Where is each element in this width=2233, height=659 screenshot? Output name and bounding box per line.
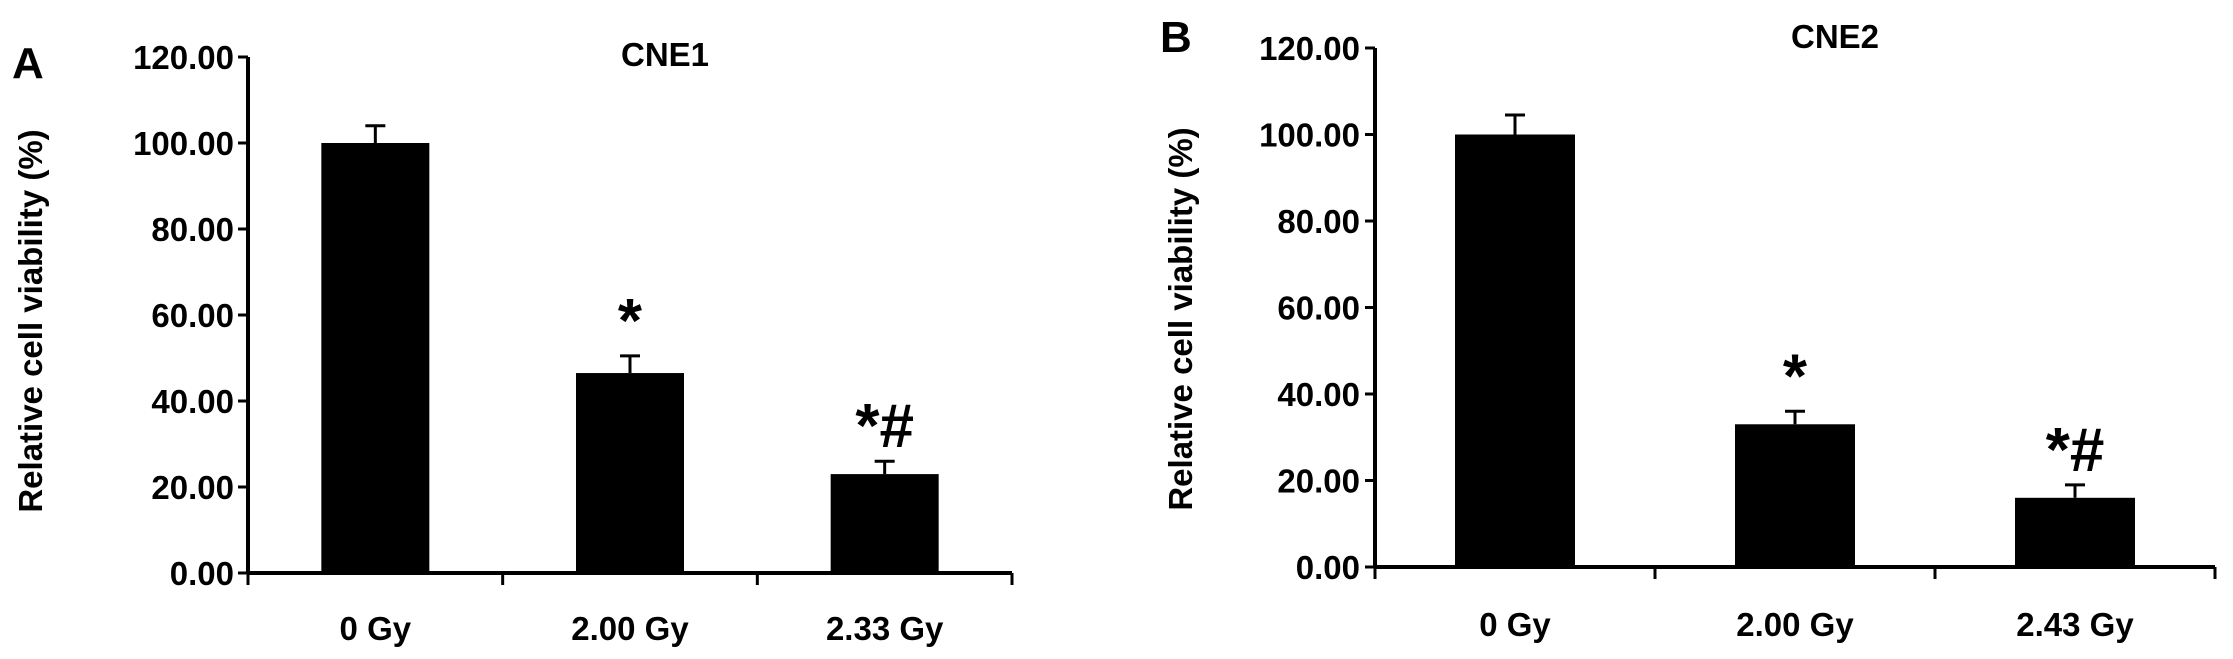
- y-tick-label: 120.00: [133, 39, 234, 76]
- y-tick-label: 0.00: [1296, 549, 1360, 586]
- panel-letter-a: A: [12, 39, 44, 88]
- y-tick-label: 100.00: [1259, 117, 1360, 154]
- chart-title-cne1: CNE1: [621, 36, 709, 73]
- y-tick-label: 20.00: [1277, 463, 1360, 500]
- significance-marker: *: [618, 287, 643, 356]
- y-tick-label: 80.00: [151, 211, 234, 248]
- bar: [576, 373, 684, 573]
- y-tick-label: 100.00: [133, 125, 234, 162]
- significance-marker: *#: [2046, 416, 2105, 485]
- x-tick-label: 2.43 Gy: [2016, 606, 2134, 643]
- y-axis-label-b: Relative cell viability (%): [1162, 127, 1199, 510]
- bar: [830, 474, 939, 573]
- y-tick-label: 120.00: [1259, 30, 1360, 67]
- chart-title-cne2: CNE2: [1791, 18, 1879, 55]
- bar: [1455, 134, 1575, 567]
- bar: [2015, 497, 2135, 567]
- x-tick-label: 2.33 Gy: [826, 610, 944, 647]
- x-tick-label: 2.00 Gy: [1736, 606, 1854, 643]
- y-tick-label: 40.00: [1277, 376, 1360, 413]
- bar: [321, 143, 430, 573]
- y-tick-label: 60.00: [151, 297, 234, 334]
- panel-a: A CNE1 Relative cell viability (%) 0.00 2…: [12, 36, 1014, 647]
- x-tick-label: 0 Gy: [340, 610, 412, 647]
- y-tick-label: 80.00: [1277, 203, 1360, 240]
- panel-b: B CNE2 Relative cell viability (%) 0.00 2…: [1160, 13, 2217, 643]
- y-tick-label: 60.00: [1277, 290, 1360, 327]
- panel-letter-b: B: [1160, 13, 1192, 62]
- x-tick-label: 2.00 Gy: [571, 610, 689, 647]
- x-tick-label: 0 Gy: [1479, 606, 1551, 643]
- significance-marker: *#: [855, 392, 914, 461]
- y-tick-label: 0.00: [170, 555, 234, 592]
- y-tick-label: 40.00: [151, 383, 234, 420]
- y-axis-label-a: Relative cell viability (%): [12, 129, 49, 512]
- significance-marker: *: [1783, 342, 1808, 411]
- y-tick-label: 20.00: [151, 469, 234, 506]
- bar: [1735, 424, 1855, 567]
